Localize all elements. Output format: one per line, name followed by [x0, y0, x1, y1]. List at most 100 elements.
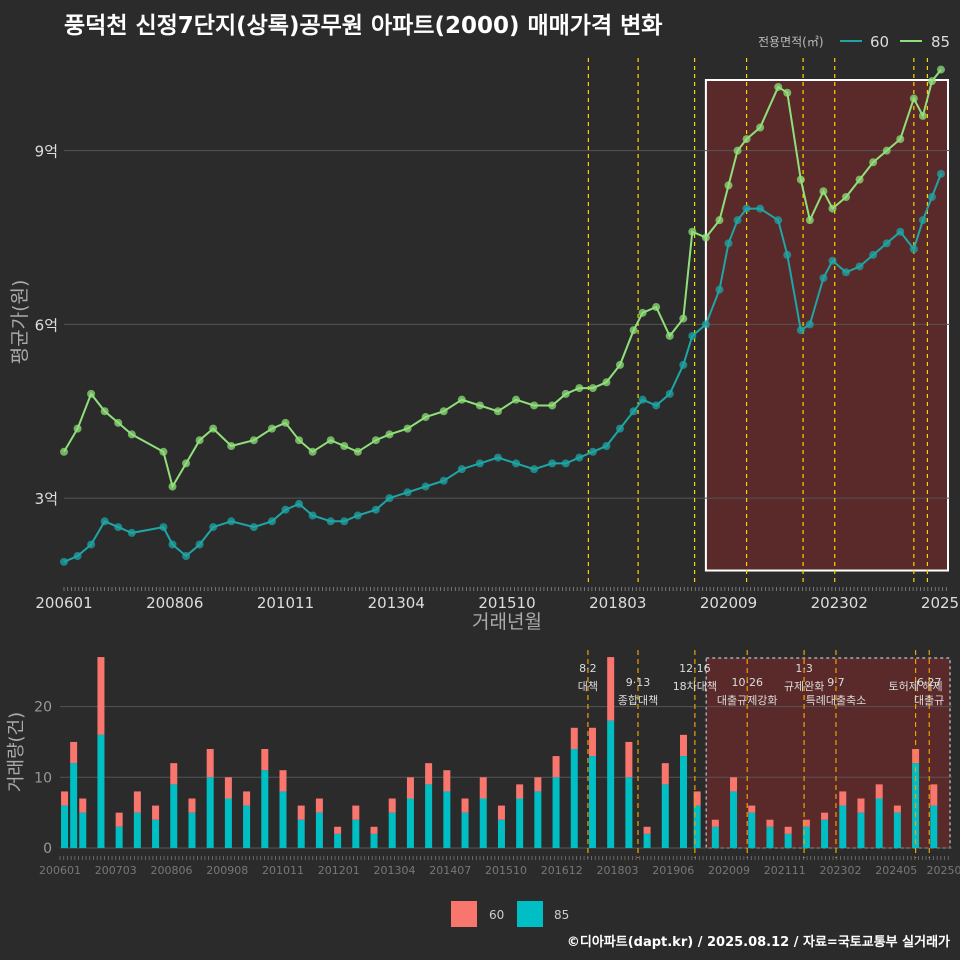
bar-60 — [766, 819, 774, 827]
bar-60 — [693, 791, 701, 806]
data-point-60 — [796, 326, 805, 335]
bar-85 — [188, 812, 196, 848]
bar-85 — [70, 763, 78, 848]
data-point-85 — [665, 331, 674, 340]
bar-85 — [461, 812, 469, 848]
data-point-60 — [927, 192, 936, 201]
data-point-60 — [353, 511, 362, 520]
data-point-85 — [227, 442, 236, 451]
data-point-60 — [629, 407, 638, 416]
bar-60 — [930, 784, 938, 806]
data-point-85 — [616, 360, 625, 369]
data-point-60 — [530, 465, 539, 474]
data-point-85 — [927, 77, 936, 86]
bar-60 — [443, 770, 451, 792]
x-tick-label-volume: 201407 — [429, 864, 471, 877]
bar-85 — [693, 805, 701, 848]
data-point-85 — [100, 407, 109, 416]
bar-85 — [79, 812, 87, 848]
bar-60 — [875, 784, 883, 799]
legend-label-60: 60 — [870, 33, 889, 51]
data-point-60 — [60, 557, 68, 566]
data-point-60 — [602, 442, 611, 451]
data-point-85 — [127, 430, 136, 439]
data-point-85 — [575, 384, 584, 393]
data-point-85 — [281, 418, 290, 427]
data-point-60 — [896, 227, 905, 236]
x-tick-label-volume: 200908 — [206, 864, 248, 877]
data-point-60 — [733, 216, 742, 225]
bar-60 — [821, 812, 829, 820]
x-tick-label-volume: 202302 — [820, 864, 862, 877]
data-point-60 — [756, 204, 765, 213]
x-axis-title: 거래년월 — [472, 611, 542, 633]
annotation-text: 특례대출축소 — [806, 694, 867, 707]
bar-60 — [912, 749, 920, 764]
y-tick-label-volume: 0 — [43, 841, 52, 857]
data-point-60 — [869, 250, 878, 259]
bar-85 — [243, 805, 251, 848]
data-point-85 — [403, 424, 412, 433]
data-point-85 — [60, 447, 68, 456]
x-tick-label-volume: 201201 — [318, 864, 360, 877]
data-point-85 — [475, 401, 484, 410]
data-point-85 — [114, 418, 123, 427]
bar-60 — [552, 756, 560, 778]
annotation-text: 대출규제강화 — [717, 694, 778, 707]
data-point-85 — [918, 111, 927, 120]
x-tick-label-volume: 201510 — [485, 864, 527, 877]
data-point-60 — [652, 401, 661, 410]
data-point-60 — [679, 360, 688, 369]
data-point-60 — [87, 540, 96, 549]
bar-85 — [839, 805, 847, 848]
data-point-85 — [783, 88, 792, 97]
bar-85 — [297, 819, 305, 848]
bar-85 — [679, 756, 687, 848]
data-point-60 — [457, 465, 466, 474]
data-point-60 — [828, 256, 837, 265]
x-tick-label: 201011 — [257, 594, 314, 612]
data-point-60 — [493, 453, 502, 462]
data-point-60 — [421, 482, 430, 491]
bar-60 — [730, 777, 738, 792]
y-tick-label: 3억 — [35, 490, 58, 508]
annotation-date: 9·13 — [626, 676, 651, 689]
y-axis-title: 평균가(원) — [9, 280, 31, 365]
data-point-85 — [828, 204, 837, 213]
bar-85 — [570, 749, 578, 848]
bar-85 — [224, 798, 232, 848]
data-point-85 — [701, 233, 710, 242]
bar-85 — [643, 833, 651, 848]
bar-85 — [534, 791, 542, 848]
bar-85 — [61, 805, 69, 848]
data-point-60 — [882, 239, 891, 248]
bar-85 — [766, 826, 774, 848]
bar-85 — [497, 819, 505, 848]
y-axis-title-volume: 거래량(건) — [6, 712, 27, 792]
data-point-60 — [340, 517, 349, 526]
x-tick-label-volume: 202111 — [764, 864, 806, 877]
bar-60 — [479, 777, 487, 799]
bar-60 — [315, 798, 323, 813]
bar-60 — [748, 805, 756, 813]
data-point-85 — [896, 135, 905, 144]
data-point-85 — [249, 436, 258, 445]
x-tick-label-volume: 200806 — [151, 864, 193, 877]
x-tick-label-volume: 201612 — [541, 864, 583, 877]
data-point-85 — [638, 308, 647, 317]
bar-60 — [97, 657, 105, 735]
bar-60 — [839, 791, 847, 806]
bar-85 — [625, 777, 633, 848]
data-point-60 — [439, 476, 448, 485]
x-tick-label: 200806 — [146, 594, 203, 612]
bar-60 — [784, 826, 792, 834]
x-tick-label: 202302 — [811, 594, 868, 612]
data-point-85 — [602, 378, 611, 387]
x-tick-label-volume: 202009 — [708, 864, 750, 877]
data-point-85 — [87, 389, 96, 398]
data-point-60 — [918, 216, 927, 225]
bar-60 — [802, 819, 810, 827]
bar-85 — [821, 819, 829, 848]
data-point-85 — [724, 181, 733, 190]
bar-60 — [516, 784, 524, 799]
